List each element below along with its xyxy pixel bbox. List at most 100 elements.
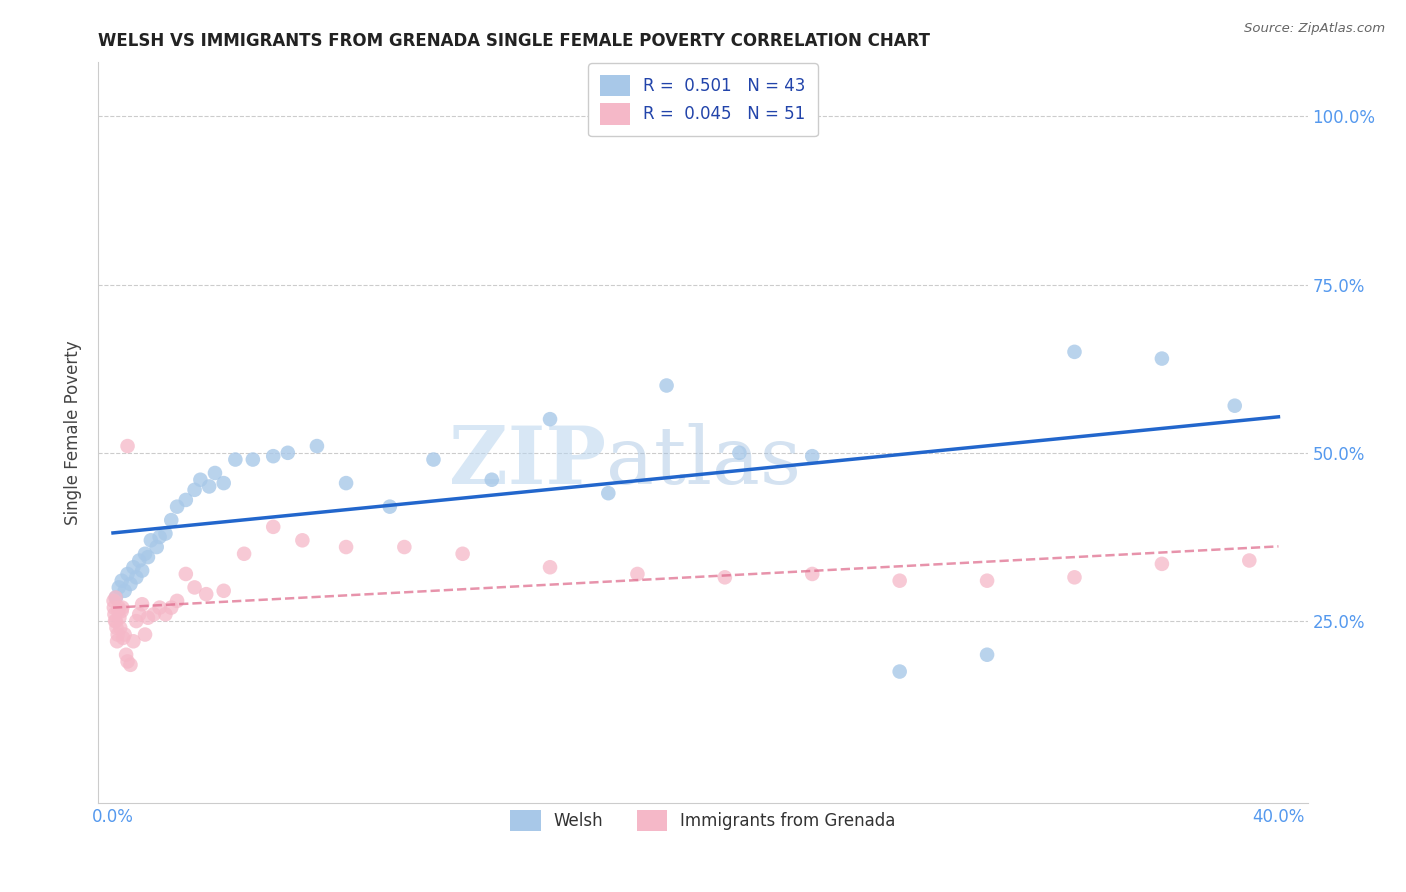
Point	[160, 600, 183, 615]
Text: WELSH VS IMMIGRANTS FROM GRENADA SINGLE FEMALE POVERTY CORRELATION CHART: WELSH VS IMMIGRANTS FROM GRENADA SINGLE …	[98, 32, 931, 50]
Point	[145, 540, 167, 554]
Point	[136, 550, 159, 565]
Point	[422, 452, 444, 467]
Point	[111, 604, 134, 618]
Point	[801, 449, 824, 463]
Point	[655, 378, 678, 392]
Point	[233, 547, 256, 561]
Point	[131, 597, 153, 611]
Text: Source: ZipAtlas.com: Source: ZipAtlas.com	[1244, 22, 1385, 36]
Point	[142, 607, 165, 622]
Point	[305, 439, 328, 453]
Point	[277, 446, 299, 460]
Point	[111, 600, 134, 615]
Point	[1239, 553, 1261, 567]
Point	[378, 500, 401, 514]
Point	[139, 533, 162, 548]
Point	[183, 483, 205, 497]
Point	[198, 479, 221, 493]
Point	[291, 533, 314, 548]
Point	[212, 583, 235, 598]
Point	[107, 627, 129, 641]
Point	[104, 591, 127, 605]
Point	[451, 547, 474, 561]
Point	[103, 600, 125, 615]
Point	[195, 587, 218, 601]
Point	[598, 486, 620, 500]
Point	[212, 476, 235, 491]
Point	[1063, 570, 1085, 584]
Point	[108, 600, 131, 615]
Point	[262, 520, 284, 534]
Point	[103, 607, 125, 622]
Point	[105, 634, 128, 648]
Point	[224, 452, 246, 467]
Point	[976, 574, 998, 588]
Point	[114, 583, 136, 598]
Point	[111, 574, 134, 588]
Point	[107, 604, 129, 618]
Point	[117, 655, 139, 669]
Point	[149, 530, 172, 544]
Point	[183, 581, 205, 595]
Point	[190, 473, 212, 487]
Point	[104, 591, 127, 605]
Point	[125, 614, 148, 628]
Y-axis label: Single Female Poverty: Single Female Poverty	[65, 341, 83, 524]
Point	[262, 449, 284, 463]
Point	[1150, 557, 1173, 571]
Point	[394, 540, 416, 554]
Point	[481, 473, 503, 487]
Text: atlas: atlas	[606, 423, 801, 501]
Point	[122, 634, 145, 648]
Point	[105, 621, 128, 635]
Point	[117, 566, 139, 581]
Point	[728, 446, 751, 460]
Point	[125, 570, 148, 584]
Point	[104, 614, 127, 628]
Point	[134, 547, 156, 561]
Point	[149, 600, 172, 615]
Point	[626, 566, 648, 581]
Point	[976, 648, 998, 662]
Point	[335, 540, 357, 554]
Point	[174, 566, 197, 581]
Point	[120, 657, 142, 672]
Point	[242, 452, 264, 467]
Point	[335, 476, 357, 491]
Point	[1223, 399, 1246, 413]
Point	[538, 412, 561, 426]
Point	[714, 570, 737, 584]
Legend: Welsh, Immigrants from Grenada: Welsh, Immigrants from Grenada	[499, 797, 907, 843]
Point	[114, 627, 136, 641]
Point	[155, 526, 177, 541]
Point	[160, 513, 183, 527]
Point	[134, 627, 156, 641]
Point	[108, 611, 131, 625]
Point	[174, 492, 197, 507]
Point	[128, 607, 150, 622]
Point	[538, 560, 561, 574]
Point	[166, 500, 188, 514]
Point	[112, 631, 135, 645]
Point	[103, 594, 125, 608]
Point	[128, 553, 150, 567]
Point	[115, 648, 138, 662]
Point	[166, 594, 188, 608]
Point	[122, 560, 145, 574]
Point	[104, 614, 127, 628]
Text: ZIP: ZIP	[450, 423, 606, 501]
Point	[155, 607, 177, 622]
Point	[204, 466, 226, 480]
Point	[120, 577, 142, 591]
Point	[108, 581, 131, 595]
Point	[117, 439, 139, 453]
Point	[801, 566, 824, 581]
Point	[110, 621, 132, 635]
Point	[131, 564, 153, 578]
Point	[889, 574, 911, 588]
Point	[889, 665, 911, 679]
Point	[1150, 351, 1173, 366]
Point	[136, 611, 159, 625]
Point	[1063, 344, 1085, 359]
